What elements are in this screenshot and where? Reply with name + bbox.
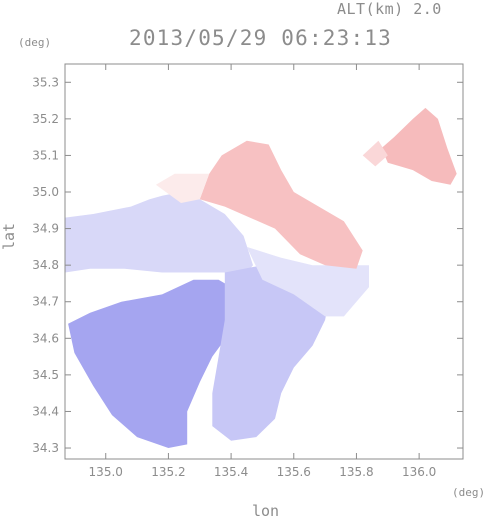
- y-tick-label: 34.8: [32, 258, 59, 272]
- y-tick-label: 35.1: [32, 148, 59, 162]
- y-tick-label: 35.0: [32, 185, 59, 199]
- echo-region-3: [212, 265, 332, 441]
- plot-frame: [64, 63, 464, 460]
- y-tick-label: 34.3: [32, 441, 59, 455]
- y-tick-label: 35.3: [32, 75, 59, 89]
- y-tick-label: 34.5: [32, 368, 59, 382]
- x-tick-label: 136.0: [402, 465, 436, 479]
- x-axis-unit: (deg): [452, 486, 486, 499]
- y-tick-label: 34.4: [32, 404, 59, 418]
- x-tick-label: 135.2: [151, 465, 185, 479]
- x-axis-label: lon: [252, 502, 280, 520]
- x-tick-label: 135.4: [214, 465, 248, 479]
- y-tick-label: 34.7: [32, 295, 59, 309]
- echo-region-6: [155, 173, 210, 203]
- x-tick-label: 135.8: [339, 465, 373, 479]
- altitude-label: ALT(km) 2.0: [337, 0, 442, 18]
- chart-title: 2013/05/29 06:23:13: [129, 26, 393, 50]
- y-tick-label: 34.9: [32, 222, 59, 236]
- y-tick-label: 35.2: [32, 112, 59, 126]
- x-tick-label: 135.0: [89, 465, 123, 479]
- velocity-field: [65, 107, 457, 448]
- echo-region-4: [246, 246, 369, 317]
- echo-region-2: [68, 279, 238, 448]
- y-axis-unit: (deg): [18, 36, 52, 49]
- x-tick-label: 135.6: [277, 465, 311, 479]
- y-axis-label: lat: [0, 222, 18, 250]
- axis-ticks: 135.0 135.2 135.4 135.6 135.8 136.0 34.3 34.4 34…: [32, 64, 463, 479]
- echo-region-8: [362, 140, 388, 167]
- echo-region-5: [199, 140, 363, 269]
- echo-region-1: [65, 192, 253, 273]
- y-tick-label: 34.6: [32, 331, 59, 345]
- echo-region-7: [381, 107, 457, 185]
